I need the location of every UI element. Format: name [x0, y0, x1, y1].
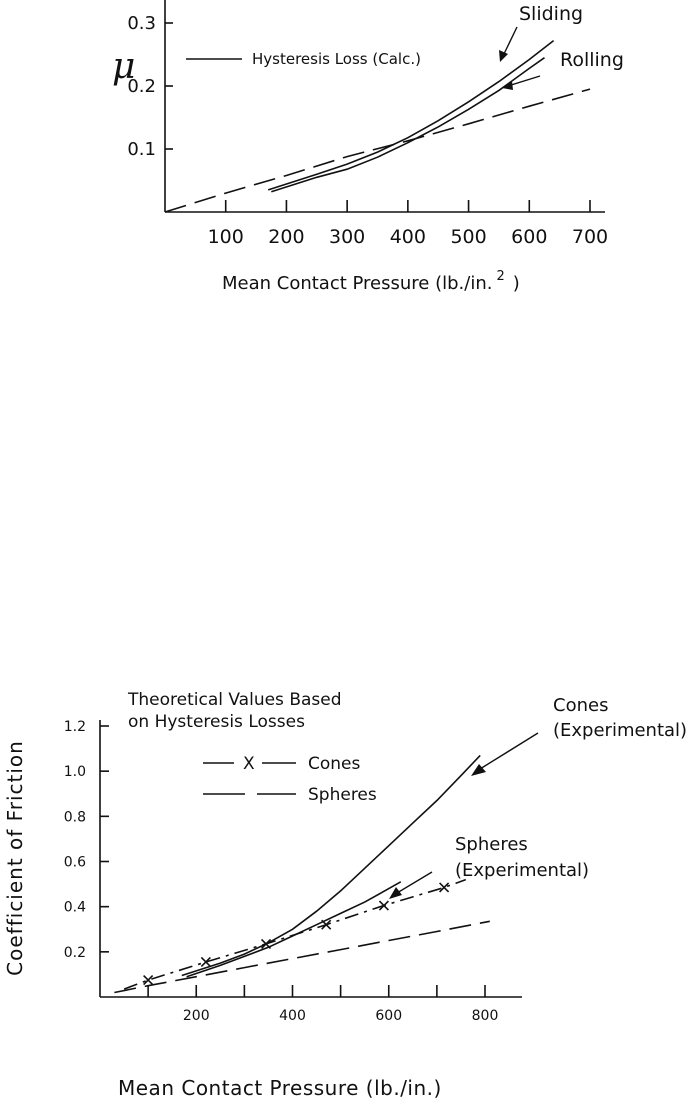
chart-1-x-tick-label-200: 200: [268, 226, 304, 248]
chart-1-arrow-sliding: [502, 26, 518, 57]
chart-1-x-tick-label-400: 400: [390, 226, 426, 248]
chart-1-x-tick-label-600: 600: [511, 226, 547, 248]
chart-2-y-tick-label-0: 0.2: [64, 945, 86, 961]
chart-2-legend-marker-cones: X: [243, 754, 255, 774]
chart-2-marker-cones-2: [260, 938, 272, 949]
chart-2: 200 400 600 800 0.2 0.4 0.6 0.8 1.0 1.2 Coeffici…: [3, 690, 687, 1100]
chart-2-arrow-cones: [479, 732, 539, 770]
chart-2-x-tick-label-600: 600: [375, 1008, 402, 1024]
chart-2-marker-cones-3: [321, 919, 332, 930]
chart-1-y-label: μ: [112, 46, 135, 87]
chart-1-x-tick-label-700: 700: [572, 226, 608, 248]
chart-1-annotation-rolling: Rolling: [560, 49, 624, 71]
chart-2-legend-title-line-2: on Hysteresis Losses: [128, 712, 305, 732]
chart-2-x-tick-label-200: 200: [183, 1008, 210, 1024]
chart-1-x-label-close: ): [513, 273, 520, 294]
chart-2-x-label: Mean Contact Pressure (lb./in.): [118, 1076, 442, 1100]
chart-2-y-tick-label-4: 1.0: [64, 764, 86, 780]
chart-1-annotation-sliding: Sliding: [519, 3, 583, 25]
chart-1-series-hysteresis: [164, 88, 591, 213]
chart-2-series-cones-experimental: [181, 754, 481, 977]
chart-1-series-sliding: [267, 39, 555, 191]
chart-2-legend-label-spheres: Spheres: [308, 785, 377, 805]
chart-2-y-tick-label-5: 1.2: [64, 719, 86, 735]
chart-1-y-tick-label-0: 0.1: [127, 139, 156, 160]
chart-2-marker-cones-5: [439, 882, 450, 893]
chart-1-legend-label: Hysteresis Loss (Calc.): [252, 50, 421, 68]
chart-2-annotation-cones-line-1: Cones: [553, 695, 608, 716]
chart-2-x-tick-label-400: 400: [279, 1008, 306, 1024]
chart-2-arrowhead-cones: [471, 764, 486, 776]
chart-2-y-tick-label-3: 0.8: [64, 809, 86, 825]
chart-1-arrow-rolling: [507, 75, 541, 87]
chart-2-x-tick-label-800: 800: [472, 1008, 499, 1024]
chart-2-legend-label-cones: Cones: [308, 754, 361, 774]
chart-2-arrow-spheres: [396, 871, 433, 894]
chart-2-annotation-spheres-line-2: (Experimental): [455, 860, 589, 881]
chart-1-arrowhead-rolling: [502, 81, 513, 90]
chart-1-y-tick-label-2: 0.3: [127, 13, 156, 34]
chart-1-x-tick-label-300: 300: [329, 226, 365, 248]
chart-1-x-tick-label-500: 500: [450, 226, 486, 248]
chart-1-y-tick-label-1: 0.2: [127, 76, 156, 97]
chart-2-series-cones-theoretical: [123, 878, 467, 990]
chart-2-arrowhead-spheres: [389, 887, 402, 899]
chart-2-annotation-cones-line-2: (Experimental): [553, 720, 687, 741]
chart-1-x-label: Mean Contact Pressure (lb./in. 2): [222, 269, 520, 294]
chart-2-y-label: Coefficient of Friction: [3, 740, 27, 976]
chart-2-marker-cones-4: [378, 900, 390, 911]
chart-2-marker-cones-1: [200, 956, 211, 968]
chart-2-y-tick-label-2: 0.6: [64, 855, 86, 871]
chart-1-arrowhead-sliding: [499, 50, 508, 62]
chart-2-y-tick-label-1: 0.4: [64, 900, 86, 916]
chart-2-legend-title-line-1: Theoretical Values Based: [127, 690, 342, 710]
chart-1: 100 200 300 400 500 600 700 0.1 0.2 0.3 μ Hyster…: [112, 0, 624, 294]
chart-2-annotation-spheres-line-1: Spheres: [455, 834, 528, 855]
chart-1-x-label-main: Mean Contact Pressure (lb./in.: [222, 273, 492, 294]
chart-1-series-rolling: [271, 57, 545, 193]
chart-2-series-spheres-theoretical: [114, 920, 490, 994]
chart-1-x-tick-label-100: 100: [208, 226, 244, 248]
chart-1-x-label-sup: 2: [496, 269, 504, 284]
chart-2-series-spheres-experimental: [186, 881, 402, 978]
chart-2-marker-cones-0: [143, 974, 154, 986]
